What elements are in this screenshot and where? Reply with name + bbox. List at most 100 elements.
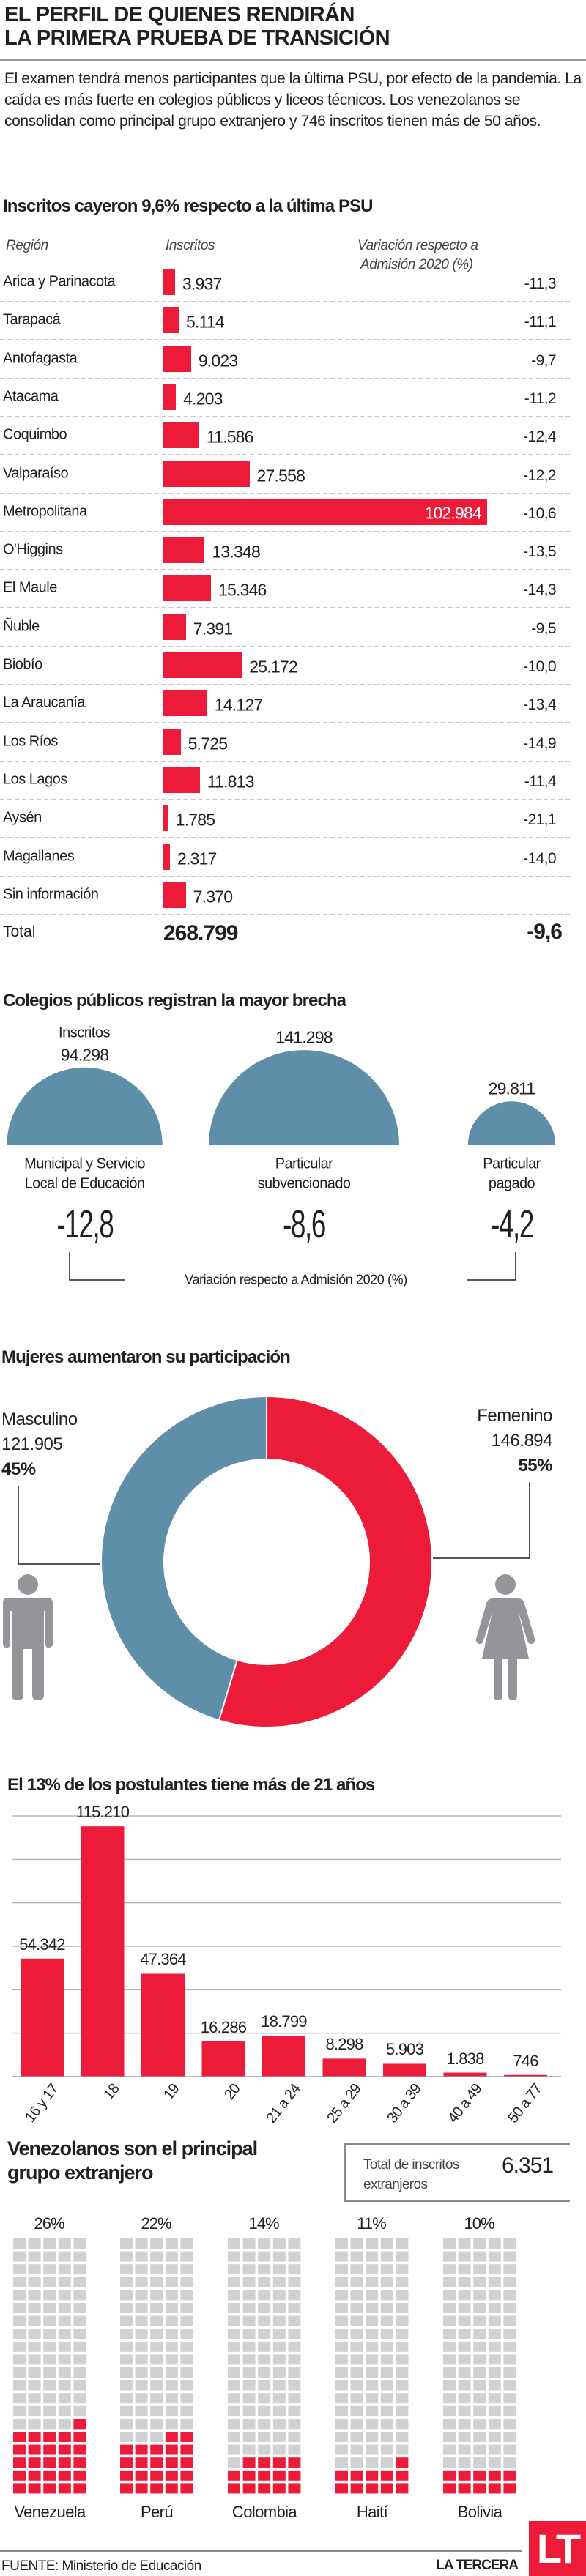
waffle-cell: [350, 2303, 363, 2313]
waffle-cell-filled: [180, 2444, 193, 2455]
waffle-cell: [272, 2354, 286, 2365]
school-dome: [467, 1101, 556, 1145]
waffle-cell: [150, 2303, 163, 2313]
waffle-4: [443, 2238, 516, 2494]
waffle-cell-filled: [43, 2432, 56, 2442]
waffle-cell: [288, 2290, 301, 2301]
waffle-cell: [288, 2303, 301, 2313]
waffle-cell: [488, 2354, 501, 2365]
waffle-cell: [43, 2341, 56, 2352]
waffle-cell: [503, 2277, 516, 2287]
waffle-cell: [73, 2380, 86, 2391]
waffle-cell-filled: [396, 2470, 409, 2481]
waffle-cell: [380, 2380, 393, 2391]
waffle-cell: [28, 2303, 41, 2313]
waffle-cell: [366, 2419, 379, 2430]
region-variation: -11,1: [524, 313, 557, 331]
waffle-cell: [135, 2367, 148, 2378]
waffle-cell-filled: [350, 2470, 363, 2481]
waffle-cell: [258, 2405, 271, 2416]
waffle-cell: [396, 2315, 409, 2326]
waffle-cell-filled: [13, 2457, 26, 2468]
region-name: Biobío: [3, 656, 42, 673]
waffle-cell: [13, 2238, 26, 2249]
waffle-cell: [366, 2329, 379, 2339]
region-value: 3.937: [182, 274, 222, 294]
waffle-cell: [396, 2393, 409, 2404]
region-variation: -13,4: [523, 696, 556, 714]
waffle-cell: [473, 2315, 486, 2326]
waffle-cell: [335, 2290, 348, 2301]
waffle-cell: [443, 2251, 456, 2262]
waffle-cell: [396, 2432, 409, 2442]
waffle-cell: [73, 2277, 86, 2287]
age-value: 5.903: [385, 2040, 424, 2059]
regions-title: Inscritos cayeron 9,6% respecto a la últ…: [3, 196, 373, 216]
waffle-cell-filled: [366, 2483, 379, 2494]
waffle-cell: [242, 2329, 256, 2339]
waffle-cell: [335, 2380, 348, 2391]
waffle-cell: [503, 2405, 516, 2416]
region-name: Sin información: [3, 886, 99, 903]
waffle-cell: [443, 2393, 456, 2404]
waffle-cell: [73, 2341, 86, 2352]
waffle-cell: [366, 2303, 379, 2313]
waffle-cell: [228, 2290, 240, 2301]
region-name: Valparaíso: [3, 465, 69, 481]
waffle-cell: [288, 2380, 301, 2391]
waffle-cell: [165, 2419, 178, 2430]
age-category: 18: [100, 2081, 122, 2103]
age-category: 16 y 17: [22, 2081, 62, 2126]
region-name: Metropolitana: [3, 503, 87, 520]
age-category: 30 a 39: [384, 2081, 425, 2126]
waffle-cell-filled: [43, 2483, 56, 2494]
waffle-cell: [228, 2341, 240, 2352]
foreign-total-label-2: extranjeros: [363, 2177, 428, 2192]
region-value: 5.114: [185, 312, 225, 332]
waffle-cell: [13, 2341, 26, 2352]
waffle-cell: [458, 2393, 471, 2404]
region-variation: -10,0: [523, 658, 556, 675]
waffle-cell: [350, 2444, 363, 2455]
waffle-cell: [258, 2380, 271, 2391]
waffle-country: Perú: [140, 2503, 174, 2521]
waffle-cell: [488, 2380, 501, 2391]
gender-donut: [18, 1395, 530, 1728]
region-name: Coquimbo: [3, 426, 67, 443]
waffle-cell: [350, 2457, 363, 2468]
waffle-cell: [380, 2367, 393, 2378]
waffle-cell-filled: [258, 2483, 271, 2494]
row-divider: [0, 645, 570, 647]
waffle-cell: [396, 2367, 409, 2378]
waffle-cell: [120, 2315, 133, 2326]
title-line-2: LA PRIMERA PRUEBA DE TRANSICIÓN: [4, 26, 390, 50]
waffle-cell: [13, 2405, 26, 2416]
waffle-cell: [396, 2238, 409, 2249]
waffle-cell-filled: [28, 2432, 41, 2442]
row-divider: [0, 837, 570, 839]
age-category: 40 a 49: [444, 2081, 485, 2126]
foreign-total-value: 6.351: [502, 2154, 554, 2178]
waffle-cell-filled: [180, 2457, 193, 2468]
waffle-cell: [350, 2264, 363, 2275]
waffle-cell: [473, 2419, 486, 2430]
waffle-cell: [135, 2354, 148, 2365]
waffle-cell: [120, 2290, 133, 2301]
waffle-cell-filled: [135, 2483, 148, 2494]
waffle-cell: [228, 2329, 240, 2339]
waffle-cell: [458, 2238, 471, 2249]
waffle-cell: [488, 2303, 501, 2313]
school-dome: [209, 1050, 399, 1145]
waffle-cell: [380, 2329, 393, 2339]
waffle-cell: [58, 2405, 71, 2416]
waffle-cell: [503, 2367, 516, 2378]
waffle-cell: [272, 2315, 286, 2326]
region-name: Los Lagos: [3, 771, 67, 788]
waffle-cell: [503, 2341, 516, 2352]
waffle-cell: [228, 2251, 240, 2262]
waffle-cell-filled: [180, 2432, 193, 2442]
waffle-cell: [366, 2380, 379, 2391]
gender-title: Mujeres aumentaron su participación: [1, 1347, 291, 1367]
waffle-cell: [150, 2251, 163, 2262]
waffle-cell: [380, 2315, 393, 2326]
